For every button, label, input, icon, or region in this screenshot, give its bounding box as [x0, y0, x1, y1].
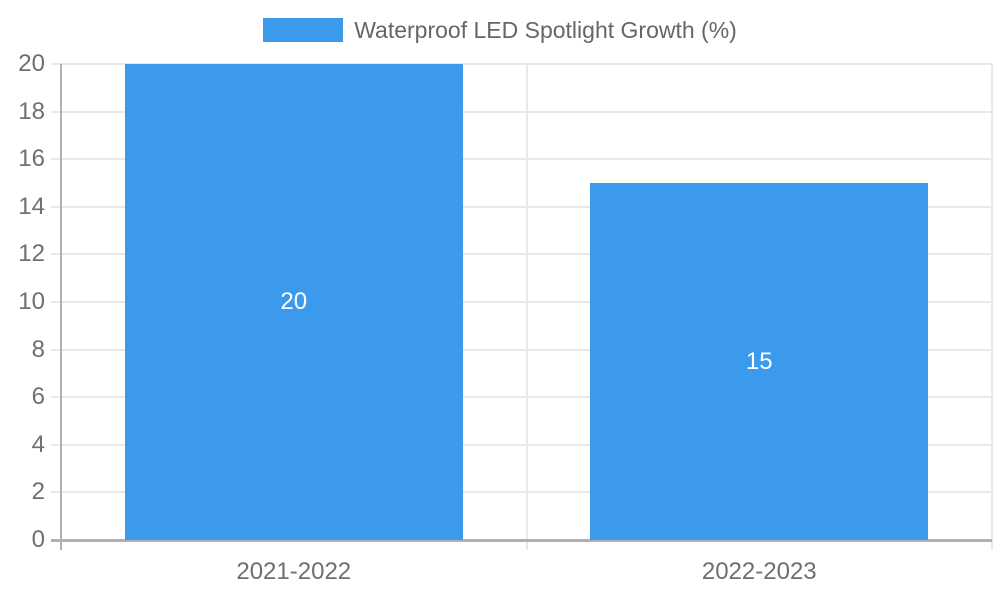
bar: [124, 64, 463, 540]
y-axis-line: [60, 64, 62, 550]
gridline-vertical: [991, 64, 993, 550]
legend-label: Waterproof LED Spotlight Growth (%): [354, 17, 737, 43]
y-tick-label: 6: [31, 383, 45, 411]
gridline: [51, 63, 992, 65]
x-axis-line: [51, 539, 992, 542]
y-tick-label: 2: [31, 478, 45, 506]
y-tick-label: 4: [31, 430, 45, 458]
x-tick-label: 2022-2023: [701, 558, 817, 585]
y-tick-label: 0: [31, 526, 45, 553]
gridline: [51, 348, 992, 351]
gridline-vertical: [525, 64, 528, 550]
y-tick-label: 12: [18, 240, 45, 268]
y-tick-label: 20: [18, 50, 45, 77]
y-tick-label: 18: [18, 97, 45, 125]
y-tick-label: 16: [18, 145, 45, 173]
gridline: [51, 205, 992, 208]
bar-value-label: 15: [745, 347, 773, 375]
y-tick-label: 8: [31, 335, 45, 363]
legend-swatch-icon: [263, 18, 344, 42]
gridline: [51, 443, 992, 446]
bar-value-label: 20: [280, 288, 308, 315]
gridline: [51, 396, 992, 399]
bar: [590, 183, 929, 540]
legend: Waterproof LED Spotlight Growth (%): [0, 18, 1000, 42]
gridline: [51, 253, 992, 256]
y-tick-label: 10: [18, 288, 45, 315]
gridline: [51, 491, 992, 494]
gridline: [51, 158, 992, 161]
gridline: [51, 110, 992, 113]
gridline: [51, 301, 992, 303]
legend-item[interactable]: Waterproof LED Spotlight Growth (%): [263, 18, 737, 42]
x-tick-label: 2021-2022: [236, 558, 352, 585]
y-tick-label: 14: [18, 192, 45, 220]
